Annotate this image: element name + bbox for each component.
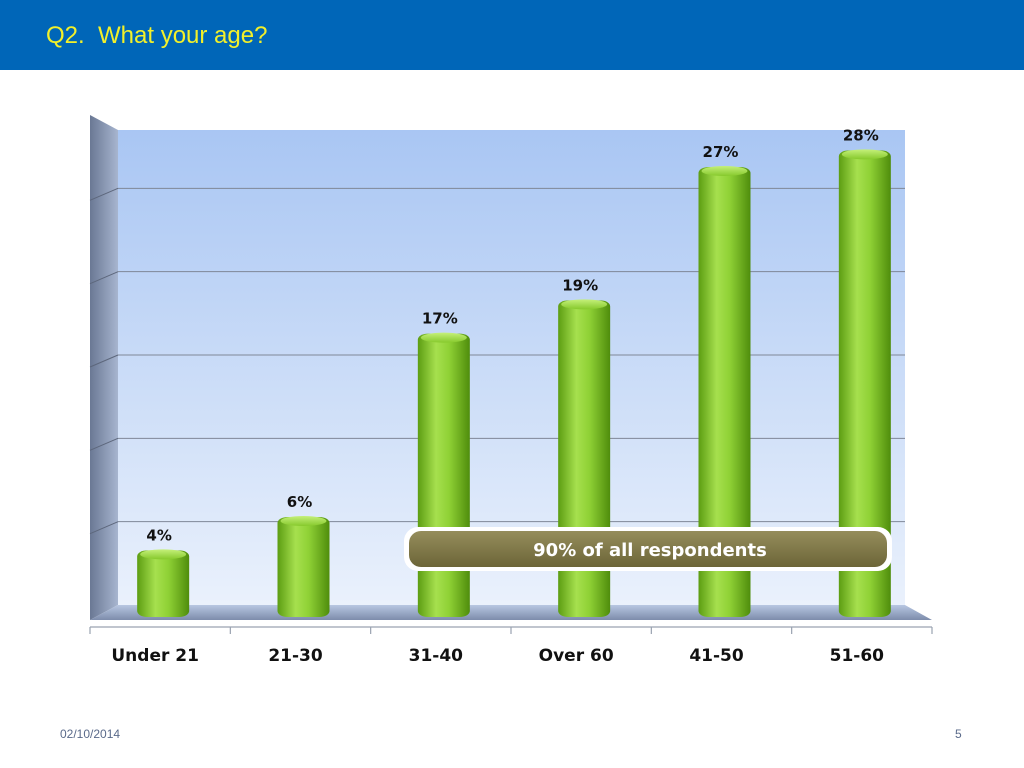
x-tick-label: Under 21 xyxy=(111,646,199,666)
bar xyxy=(137,549,190,617)
x-axis-ticks xyxy=(89,627,933,634)
x-tick-label: 21-30 xyxy=(268,646,323,666)
x-tick-label: 41-50 xyxy=(689,646,744,666)
x-tick-label: 31-40 xyxy=(409,646,464,666)
bar-cap xyxy=(841,149,888,160)
bar-value-label: 6% xyxy=(287,493,312,511)
bar xyxy=(838,149,891,618)
bar xyxy=(698,166,751,617)
gridline-side xyxy=(89,187,119,201)
bar-value-label: 27% xyxy=(703,143,739,161)
bar xyxy=(417,332,470,617)
bar-body xyxy=(698,167,751,617)
bar-cap xyxy=(140,549,187,560)
respondents-callout: 90% of all respondents xyxy=(404,527,892,571)
bar-body xyxy=(838,150,891,618)
callout-text: 90% of all respondents xyxy=(533,540,767,561)
bar-body xyxy=(137,550,190,617)
bar-body xyxy=(417,333,470,617)
gridline-side xyxy=(89,354,119,368)
x-tick-label: Over 60 xyxy=(539,646,614,666)
callout-body xyxy=(409,531,887,567)
age-bar-chart: 4% 6% 17% 19% 27% 28% Under 21 21-30 31-40 Over … xyxy=(89,115,933,666)
bar-value-label: 19% xyxy=(562,276,598,294)
value-labels: 4% 6% 17% 19% 27% 28% xyxy=(146,126,878,544)
bar-cap xyxy=(561,299,608,310)
footer-date: 02/10/2014 xyxy=(60,727,121,741)
page-number: 5 xyxy=(955,727,962,741)
gridlines xyxy=(89,187,905,535)
slide-header: Q2. What your age? xyxy=(0,0,1024,70)
bar-cap xyxy=(280,516,327,526)
bar-value-label: 28% xyxy=(843,126,879,144)
bar xyxy=(277,516,330,617)
slide-title: Q2. What your age? xyxy=(46,22,268,49)
x-axis-labels: Under 21 21-30 31-40 Over 60 41-50 51-60 xyxy=(111,646,884,666)
bar-cap xyxy=(420,332,467,343)
gridline-side xyxy=(89,521,119,535)
gridline-side xyxy=(89,437,119,451)
bar-value-label: 17% xyxy=(422,310,458,328)
gridline-side xyxy=(89,271,119,285)
bar-value-label: 4% xyxy=(146,526,171,544)
plot-side-wall xyxy=(90,115,118,620)
plot-floor xyxy=(90,605,932,620)
bar-cap xyxy=(701,166,748,176)
x-tick-label: 51-60 xyxy=(830,646,885,666)
bar-body xyxy=(277,517,330,617)
